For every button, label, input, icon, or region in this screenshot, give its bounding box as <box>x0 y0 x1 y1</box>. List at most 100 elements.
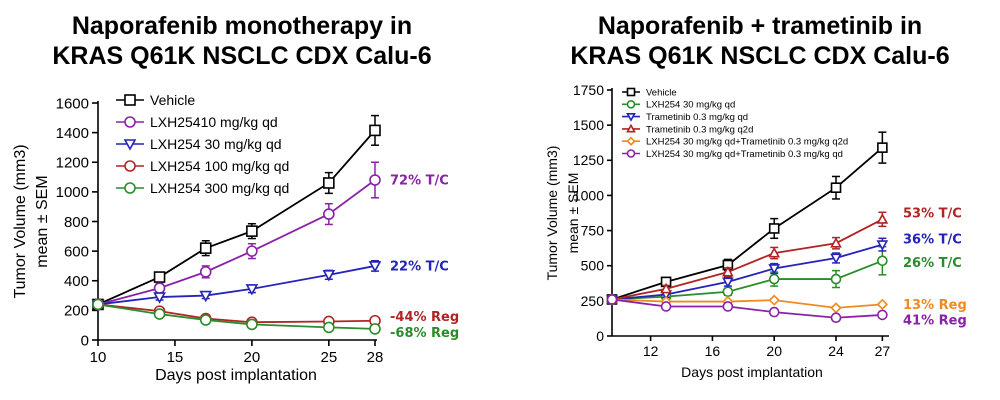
legend-label: LXH25410 mg/kg qd <box>150 114 278 130</box>
data-marker <box>153 282 166 294</box>
data-point <box>246 318 258 331</box>
data-point <box>768 294 780 306</box>
x-tick-label: 27 <box>875 343 891 359</box>
data-marker <box>876 298 888 311</box>
data-marker <box>323 208 335 220</box>
data-marker <box>199 242 212 254</box>
annotation-label: 53% T/C <box>903 207 962 222</box>
y-tick-label: 800 <box>64 214 89 231</box>
data-point <box>323 208 335 220</box>
y-tick-label: 1750 <box>573 82 604 98</box>
series-line <box>611 243 883 301</box>
legend-marker-shape <box>626 87 636 97</box>
data-marker <box>199 314 212 326</box>
series-4 <box>606 211 889 304</box>
annotation-label: 13% Reg <box>903 298 967 313</box>
legend-marker <box>626 123 636 133</box>
y-tick-label: 1600 <box>56 95 89 112</box>
y-axis-label: Tumor Volume (mm3) <box>544 146 560 281</box>
data-marker <box>768 246 781 258</box>
data-point <box>153 292 166 304</box>
data-marker <box>660 282 672 294</box>
legend-marker-shape <box>626 113 636 122</box>
data-marker <box>323 177 335 189</box>
x-tick-label: 25 <box>320 349 337 366</box>
data-point <box>369 124 381 137</box>
data-marker <box>768 223 780 234</box>
y-axis-label: Tumor Volume (mm3) <box>12 144 29 298</box>
chart-title: Naporafenib monotherapy in <box>72 12 412 40</box>
x-axis-label: Days post implantation <box>155 367 317 384</box>
y-tick-label: 1250 <box>573 152 604 168</box>
data-marker <box>369 124 381 137</box>
data-point <box>246 225 258 237</box>
data-point <box>199 242 212 254</box>
data-marker <box>199 266 212 278</box>
legend-marker-shape <box>124 116 136 128</box>
legend-marker <box>123 139 137 151</box>
legend-label: Vehicle <box>646 87 677 98</box>
data-marker <box>830 302 842 314</box>
data-point <box>830 182 842 193</box>
series-line <box>97 265 376 306</box>
x-tick-label: 28 <box>367 349 384 366</box>
legend-label: LXH254 30 mg/kg qd <box>150 136 282 152</box>
y-tick-label: 200 <box>64 303 89 320</box>
data-point <box>199 314 212 326</box>
data-point <box>153 282 166 294</box>
chart-title: KRAS Q61K NSCLC CDX Calu-6 <box>52 42 431 70</box>
legend-label: Vehicle <box>150 92 195 108</box>
legend-label: LXH254 100 mg/kg qd <box>150 158 289 174</box>
chart-title: Naporafenib + trametinib in <box>598 12 922 40</box>
series-3 <box>91 260 382 312</box>
legend-label: LXH254 30 mg/kg qd+Trametinib 0.3 mg/kg … <box>646 137 848 148</box>
chart-title: KRAS Q61K NSCLC CDX Calu-6 <box>570 42 949 70</box>
series-line <box>611 218 883 301</box>
data-marker <box>92 298 104 311</box>
x-axis-label: Days post implantation <box>681 364 823 380</box>
data-marker <box>768 264 781 275</box>
y-tick-label: 0 <box>81 332 89 349</box>
annotation-label: 36% T/C <box>903 233 962 248</box>
x-tick-label: 24 <box>828 343 844 359</box>
data-marker <box>768 306 780 318</box>
data-marker <box>323 321 335 334</box>
y-tick-label: 1500 <box>573 117 604 133</box>
x-tick-label: 20 <box>244 349 261 366</box>
data-marker <box>830 312 842 324</box>
y-tick-label: 1000 <box>573 187 604 203</box>
data-point <box>722 265 734 277</box>
legend-label: LXH254 30 mg/kg qd+Trametinib 0.3 mg/kg … <box>646 149 843 160</box>
y-tick-label: 500 <box>581 258 605 274</box>
annotation-label: 41% Reg <box>903 313 967 328</box>
x-tick-label: 15 <box>167 349 184 366</box>
y-tick-label: 0 <box>596 328 604 344</box>
data-marker <box>722 301 734 312</box>
series-3 <box>606 237 889 306</box>
y-tick-label: 400 <box>64 273 89 290</box>
data-point <box>199 266 212 278</box>
legend-marker-shape <box>626 136 636 146</box>
data-marker <box>246 318 258 331</box>
data-marker <box>830 253 842 265</box>
data-point <box>768 264 781 275</box>
data-marker <box>246 225 258 237</box>
legend-marker-shape <box>124 94 136 106</box>
data-marker <box>768 294 780 306</box>
data-marker <box>153 292 166 304</box>
data-point <box>369 323 381 335</box>
legend-marker-shape <box>626 149 636 158</box>
x-tick-label: 16 <box>705 343 721 359</box>
data-point <box>876 213 889 224</box>
data-marker <box>322 270 336 282</box>
series-line <box>97 129 376 306</box>
data-marker <box>722 265 734 277</box>
legend-label: LXH254 30 mg/kg qd <box>646 100 735 111</box>
data-point <box>768 306 780 318</box>
data-point <box>153 271 166 283</box>
legend-marker-shape <box>626 123 636 133</box>
y-tick-label: 1200 <box>56 155 89 172</box>
data-marker <box>768 273 780 285</box>
data-marker <box>722 286 734 298</box>
